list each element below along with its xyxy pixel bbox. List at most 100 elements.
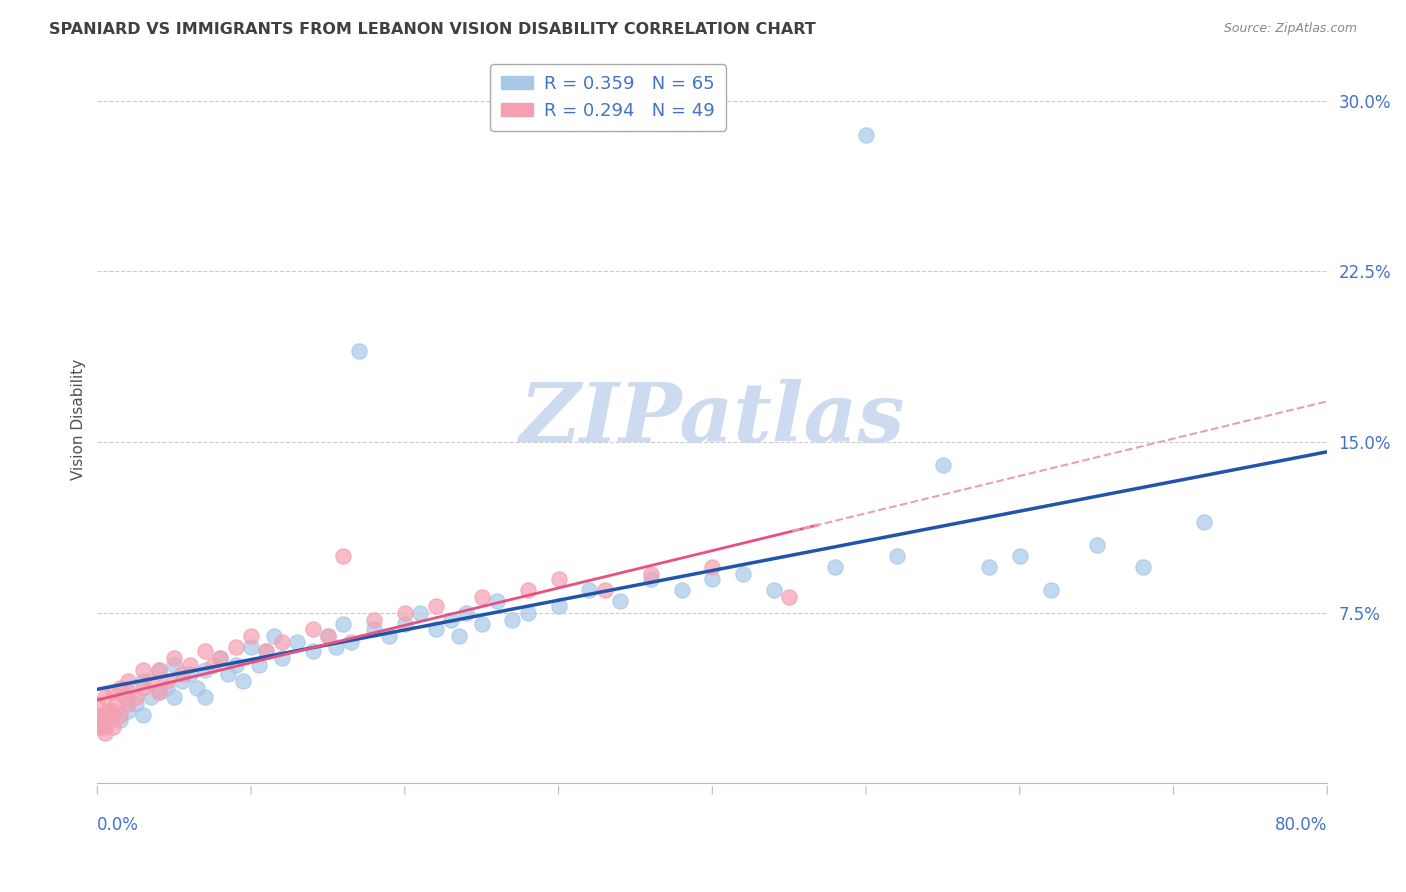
Point [702, 560, 724, 574]
Point [702, 572, 724, 586]
Point [1132, 560, 1154, 574]
Point [671, 582, 693, 597]
Point [516, 582, 538, 597]
Point [148, 685, 170, 699]
Text: SPANIARD VS IMMIGRANTS FROM LEBANON VISION DISABILITY CORRELATION CHART: SPANIARD VS IMMIGRANTS FROM LEBANON VISI… [49, 22, 815, 37]
Point [256, 644, 278, 658]
Point [593, 582, 616, 597]
Point [270, 651, 292, 665]
Point [110, 708, 132, 723]
Point [209, 651, 232, 665]
Point [301, 644, 323, 658]
Point [179, 658, 201, 673]
Point [394, 606, 416, 620]
Point [270, 635, 292, 649]
Point [501, 613, 523, 627]
Point [225, 640, 247, 654]
Point [886, 549, 908, 563]
Point [132, 708, 155, 723]
Text: Source: ZipAtlas.com: Source: ZipAtlas.com [1223, 22, 1357, 36]
Point [547, 599, 569, 613]
Point [778, 590, 800, 604]
Point [94, 708, 117, 723]
Point [977, 560, 1000, 574]
Point [86, 697, 108, 711]
Point [332, 549, 354, 563]
Point [471, 617, 494, 632]
Point [94, 726, 117, 740]
Point [101, 708, 124, 723]
Point [97, 704, 120, 718]
Point [89, 720, 111, 734]
Point [762, 582, 785, 597]
Point [141, 674, 163, 689]
Point [91, 713, 114, 727]
Point [425, 622, 447, 636]
Point [640, 567, 662, 582]
Point [86, 720, 108, 734]
Point [117, 685, 139, 699]
Y-axis label: Vision Disability: Vision Disability [72, 359, 86, 480]
Point [378, 628, 401, 642]
Point [132, 681, 155, 695]
Point [117, 704, 139, 718]
Point [471, 590, 494, 604]
Point [1008, 549, 1031, 563]
Point [86, 708, 108, 723]
Point [609, 594, 631, 608]
Point [316, 628, 339, 642]
Point [447, 628, 470, 642]
Point [217, 667, 239, 681]
Point [163, 690, 186, 704]
Text: 0.0%: 0.0% [97, 816, 139, 834]
Point [117, 697, 139, 711]
Point [98, 713, 121, 727]
Point [824, 560, 846, 574]
Point [363, 622, 385, 636]
Point [179, 667, 201, 681]
Point [194, 690, 217, 704]
Point [409, 606, 432, 620]
Point [194, 663, 217, 677]
Point [263, 628, 285, 642]
Point [114, 690, 136, 704]
Point [247, 658, 270, 673]
Legend: R = 0.359   N = 65, R = 0.294   N = 49: R = 0.359 N = 65, R = 0.294 N = 49 [489, 64, 725, 131]
Point [94, 690, 117, 704]
Point [141, 690, 163, 704]
Point [125, 690, 148, 704]
Point [486, 594, 509, 608]
Point [855, 128, 877, 142]
Point [194, 644, 217, 658]
Point [125, 697, 148, 711]
Point [340, 635, 363, 649]
Point [325, 640, 347, 654]
Point [117, 674, 139, 689]
Point [170, 667, 193, 681]
Point [347, 344, 370, 359]
Point [425, 599, 447, 613]
Point [163, 658, 186, 673]
Point [186, 681, 208, 695]
Point [332, 617, 354, 632]
Point [101, 685, 124, 699]
Point [1039, 582, 1062, 597]
Point [256, 644, 278, 658]
Point [155, 674, 177, 689]
Point [101, 704, 124, 718]
Point [316, 628, 339, 642]
Point [101, 720, 124, 734]
Point [94, 720, 117, 734]
Point [148, 685, 170, 699]
Point [110, 681, 132, 695]
Point [456, 606, 478, 620]
Point [547, 572, 569, 586]
Point [1194, 515, 1216, 529]
Point [363, 613, 385, 627]
Point [148, 663, 170, 677]
Point [232, 674, 254, 689]
Point [301, 622, 323, 636]
Text: ZIPatlas: ZIPatlas [520, 379, 905, 459]
Point [225, 658, 247, 673]
Point [932, 458, 955, 472]
